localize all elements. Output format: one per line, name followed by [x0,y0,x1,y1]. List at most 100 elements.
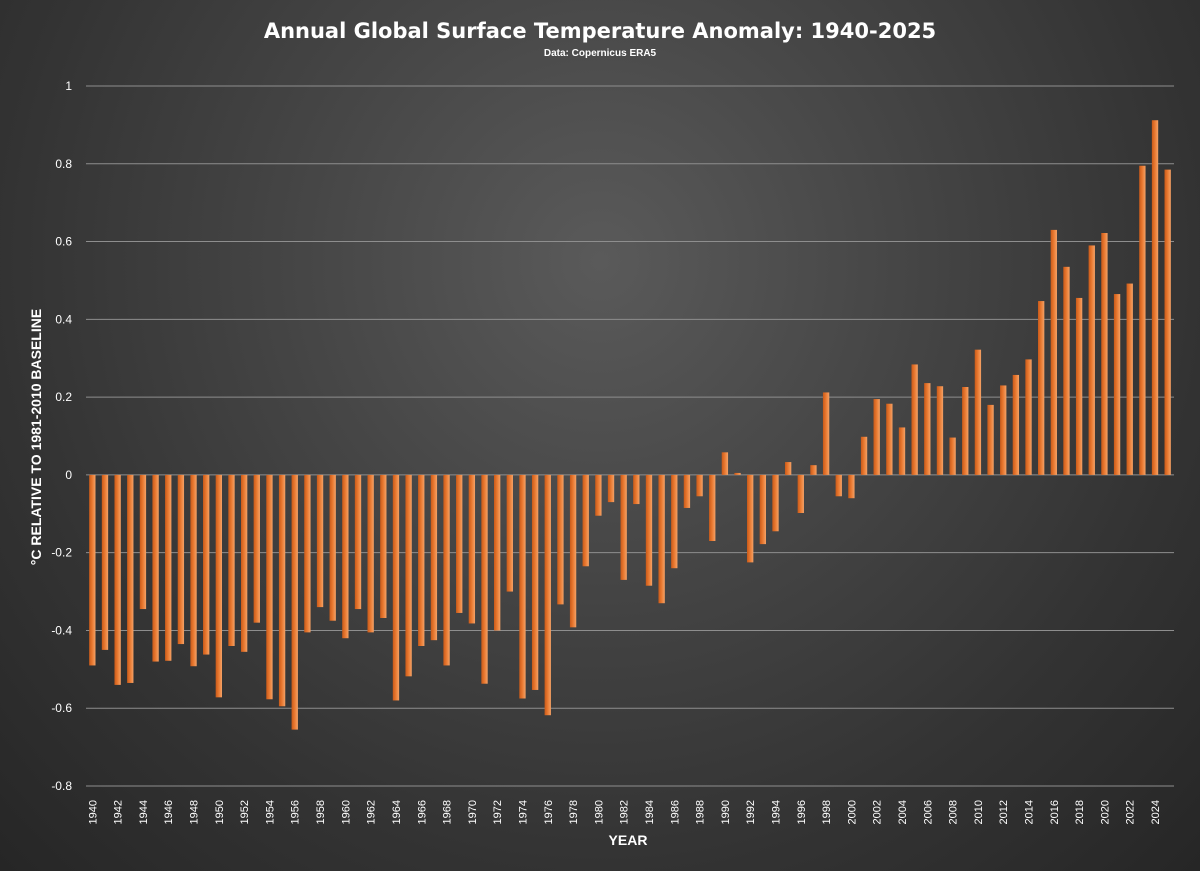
x-tick-label: 1992 [745,800,757,824]
bar-2018 [1075,297,1083,475]
x-axis-label: YEAR [609,832,648,848]
y-tick-label: -0.2 [51,546,72,560]
x-tick-label: 2008 [948,800,960,824]
bar-1951 [228,474,235,646]
gridlines [86,85,1174,787]
bar-2008 [949,437,956,475]
y-tick-label: 0 [65,468,72,482]
bar-1995 [784,462,792,475]
x-tick-label: 1960 [340,800,352,824]
bar-2021 [1113,294,1121,475]
x-tick-label: 2010 [973,800,985,824]
bar-1963 [380,474,387,618]
y-tick-label: -0.6 [51,701,72,715]
x-tick-label: 1966 [416,800,428,824]
bar-1955 [278,474,286,707]
x-tick-label: 1970 [467,800,479,824]
x-tick-label: 2016 [1049,800,1061,824]
x-tick-label: 1950 [214,800,226,824]
bar-1998 [822,392,830,475]
bar-1943 [127,474,134,683]
bar-2024 [1151,120,1159,475]
bar-1966 [418,474,425,646]
bar-1994 [772,474,779,532]
x-tick-label: 1974 [517,800,529,824]
bar-2020 [1101,233,1108,475]
bar-1982 [620,474,627,580]
bar-1942 [114,474,121,685]
bar-1973 [506,474,513,592]
bar-2007 [936,386,944,475]
x-tick-label: 1956 [290,800,302,824]
x-tick-labels: 1940 1942 1944 1946 1948 1950 1952 1954 1956 1958… [87,800,1162,824]
y-tick-label: -0.4 [51,623,72,637]
bar-2025 [1164,169,1171,475]
bar-1986 [671,474,678,569]
bar-1940 [89,474,96,666]
bar-2016 [1050,229,1057,475]
x-tick-label: 1998 [821,800,833,824]
x-tick-label: 2022 [1125,800,1137,824]
bar-2019 [1088,245,1095,475]
x-tick-label: 1954 [264,800,276,824]
y-tick-label: -0.8 [51,779,72,793]
x-tick-label: 1986 [669,800,681,824]
bar-1970 [468,474,476,624]
x-tick-label: 2014 [1024,800,1036,824]
bar-1967 [430,474,438,641]
bar-1969 [456,474,463,613]
x-tick-label: 1984 [644,800,656,824]
x-tick-label: 2012 [998,800,1010,824]
bar-2015 [1038,301,1045,475]
y-tick-label: 0.4 [55,312,72,326]
y-axis-label: °C RELATIVE TO 1981-2010 BASELINE [28,309,44,565]
bar-2011 [987,404,994,475]
bar-1989 [709,474,716,541]
bar-2000 [848,474,855,499]
bar-1999 [835,474,842,497]
y-tick-label: 0.6 [55,235,72,249]
y-tick-label: 1 [65,79,72,93]
x-tick-label: 2018 [1074,800,1086,824]
bar-1983 [633,474,640,505]
bar-1946 [165,474,172,661]
chart-title: Annual Global Surface Temperature Anomal… [264,19,936,43]
bar-1981 [607,474,615,503]
x-tick-label: 1940 [87,800,99,824]
bar-1997 [810,465,817,475]
bar-1985 [658,474,665,604]
bar-1978 [569,474,577,628]
x-tick-label: 2000 [846,800,858,824]
bar-1945 [152,474,159,662]
bar-1965 [405,474,412,677]
bar-1977 [557,474,564,605]
bar-1941 [101,474,109,650]
bar-1962 [367,474,374,633]
bar-2005 [911,364,918,475]
bar-1979 [582,474,589,567]
bar-1964 [392,474,400,701]
x-tick-label: 2024 [1150,800,1162,824]
bar-1972 [494,474,501,631]
x-tick-label: 1948 [189,800,201,824]
x-tick-label: 1968 [442,800,454,824]
x-tick-label: 1952 [239,800,251,824]
x-tick-label: 1972 [492,800,504,824]
x-tick-label: 2004 [897,800,909,824]
bar-1957 [304,474,311,633]
bar-1992 [747,474,754,563]
y-tick-label: 0.2 [55,390,72,404]
bar-1949 [203,474,210,655]
bar-1988 [696,474,703,497]
bar-1953 [253,474,260,623]
x-tick-label: 1988 [695,800,707,824]
x-tick-label: 1994 [770,800,782,824]
bar-1984 [645,474,653,586]
bar-1993 [759,474,766,545]
x-tick-label: 2002 [872,800,884,824]
bar-2012 [1000,385,1007,475]
bar-1971 [481,474,488,684]
bar-1952 [240,474,248,652]
bar-1958 [316,474,324,608]
